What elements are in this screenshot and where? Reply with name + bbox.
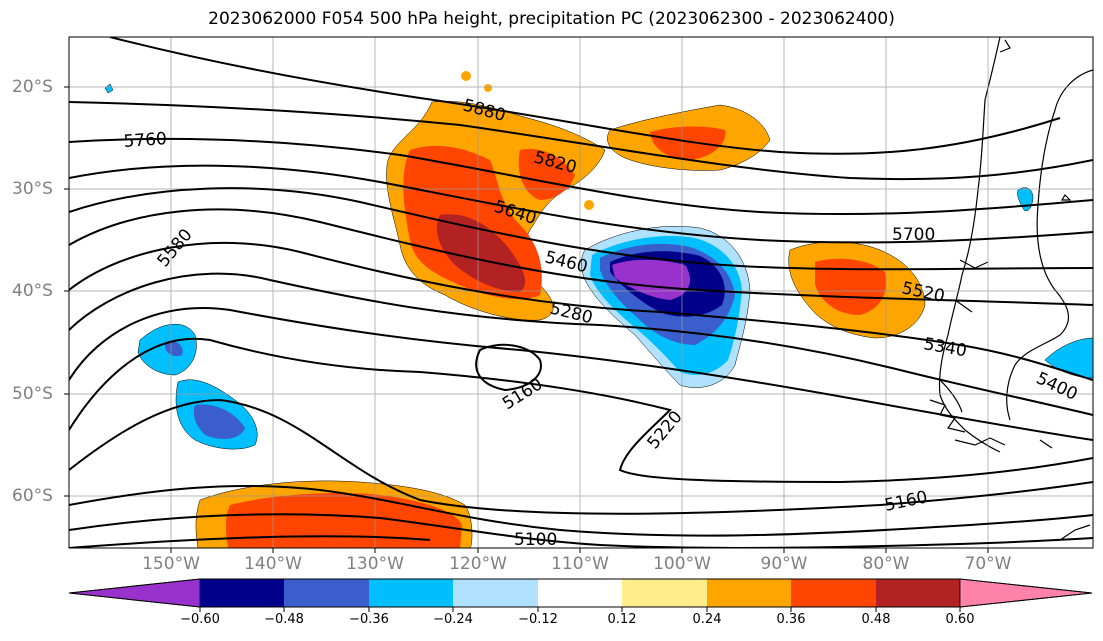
lon-label-70w: 70°W: [964, 554, 1012, 574]
colorbar-tick-label: −0.12: [518, 612, 558, 627]
colorbar-swatch: [369, 579, 453, 607]
precip-region: [612, 259, 690, 300]
colorbar-extend-min: [68, 578, 201, 608]
map-title: 2023062000 F054 500 hPa height, precipit…: [208, 9, 895, 29]
precip-region: [436, 214, 526, 292]
colorbar-tick-label: −0.36: [349, 612, 389, 627]
precip-region: [104, 83, 114, 94]
contour-label: 5760: [123, 129, 168, 152]
lon-label-80w: 80°W: [862, 554, 910, 574]
contour-label: 5100: [514, 530, 557, 550]
lon-label-150w: 150°W: [142, 554, 200, 574]
colorbar-tick-label: −0.60: [180, 612, 220, 627]
contour-label: 5160: [883, 487, 929, 516]
precip-region: [165, 340, 183, 357]
colorbar: [68, 578, 1093, 612]
precip-region: [518, 149, 575, 200]
graticule: [69, 37, 1093, 548]
colorbar-swatch: [538, 579, 622, 607]
colorbar-swatch: [876, 579, 960, 607]
colorbar-tick-label: 0.48: [861, 612, 891, 627]
map-frame: [68, 36, 1094, 549]
lon-label-120w: 120°W: [449, 554, 507, 574]
contour-labels: 5880 5820 5760 5640 5580 5460 5700 5520 …: [123, 96, 1081, 550]
lon-label-90w: 90°W: [760, 554, 808, 574]
colorbar-swatch: [707, 579, 791, 607]
lon-label-100w: 100°W: [653, 554, 711, 574]
colorbar-tick-label: 0.60: [945, 612, 975, 627]
colorbar-tick-label: −0.24: [433, 612, 473, 627]
precip-region: [584, 200, 594, 210]
colorbar-tick-label: 0.24: [692, 612, 722, 627]
precip-region: [650, 126, 726, 160]
precip-negative-fills: [104, 83, 1093, 450]
lon-label-130w: 130°W: [346, 554, 404, 574]
precip-positive-fills: [195, 71, 926, 548]
axis-ticks: [64, 86, 989, 553]
lat-label-60s: 60°S: [12, 486, 53, 506]
height-contours: [69, 37, 1093, 548]
lat-label-40s: 40°S: [12, 281, 53, 301]
colorbar-extend-max: [959, 578, 1093, 608]
colorbar-swatch: [622, 579, 707, 607]
colorbar-swatch: [284, 579, 369, 607]
lat-label-50s: 50°S: [12, 384, 53, 404]
colorbar-swatch: [200, 579, 284, 607]
contour-label: 5340: [922, 334, 968, 361]
coastline: [929, 37, 1093, 541]
colorbar-swatch: [791, 579, 876, 607]
precip-region: [815, 258, 887, 315]
lat-label-30s: 30°S: [12, 179, 53, 199]
precip-region: [484, 84, 492, 92]
contour-label: 5580: [154, 225, 197, 271]
lon-label-110w: 110°W: [551, 554, 609, 574]
colorbar-tick-label: 0.36: [776, 612, 806, 627]
precip-region: [225, 493, 462, 548]
lon-label-140w: 140°W: [244, 554, 302, 574]
colorbar-tick-label: 0.12: [607, 612, 637, 627]
contour-label: 5700: [892, 225, 935, 245]
colorbar-swatch: [453, 579, 538, 607]
precip-region: [1017, 187, 1034, 212]
precip-region: [193, 404, 245, 440]
precip-region: [461, 71, 471, 81]
lat-label-20s: 20°S: [12, 77, 53, 97]
colorbar-tick-label: −0.48: [264, 612, 304, 627]
